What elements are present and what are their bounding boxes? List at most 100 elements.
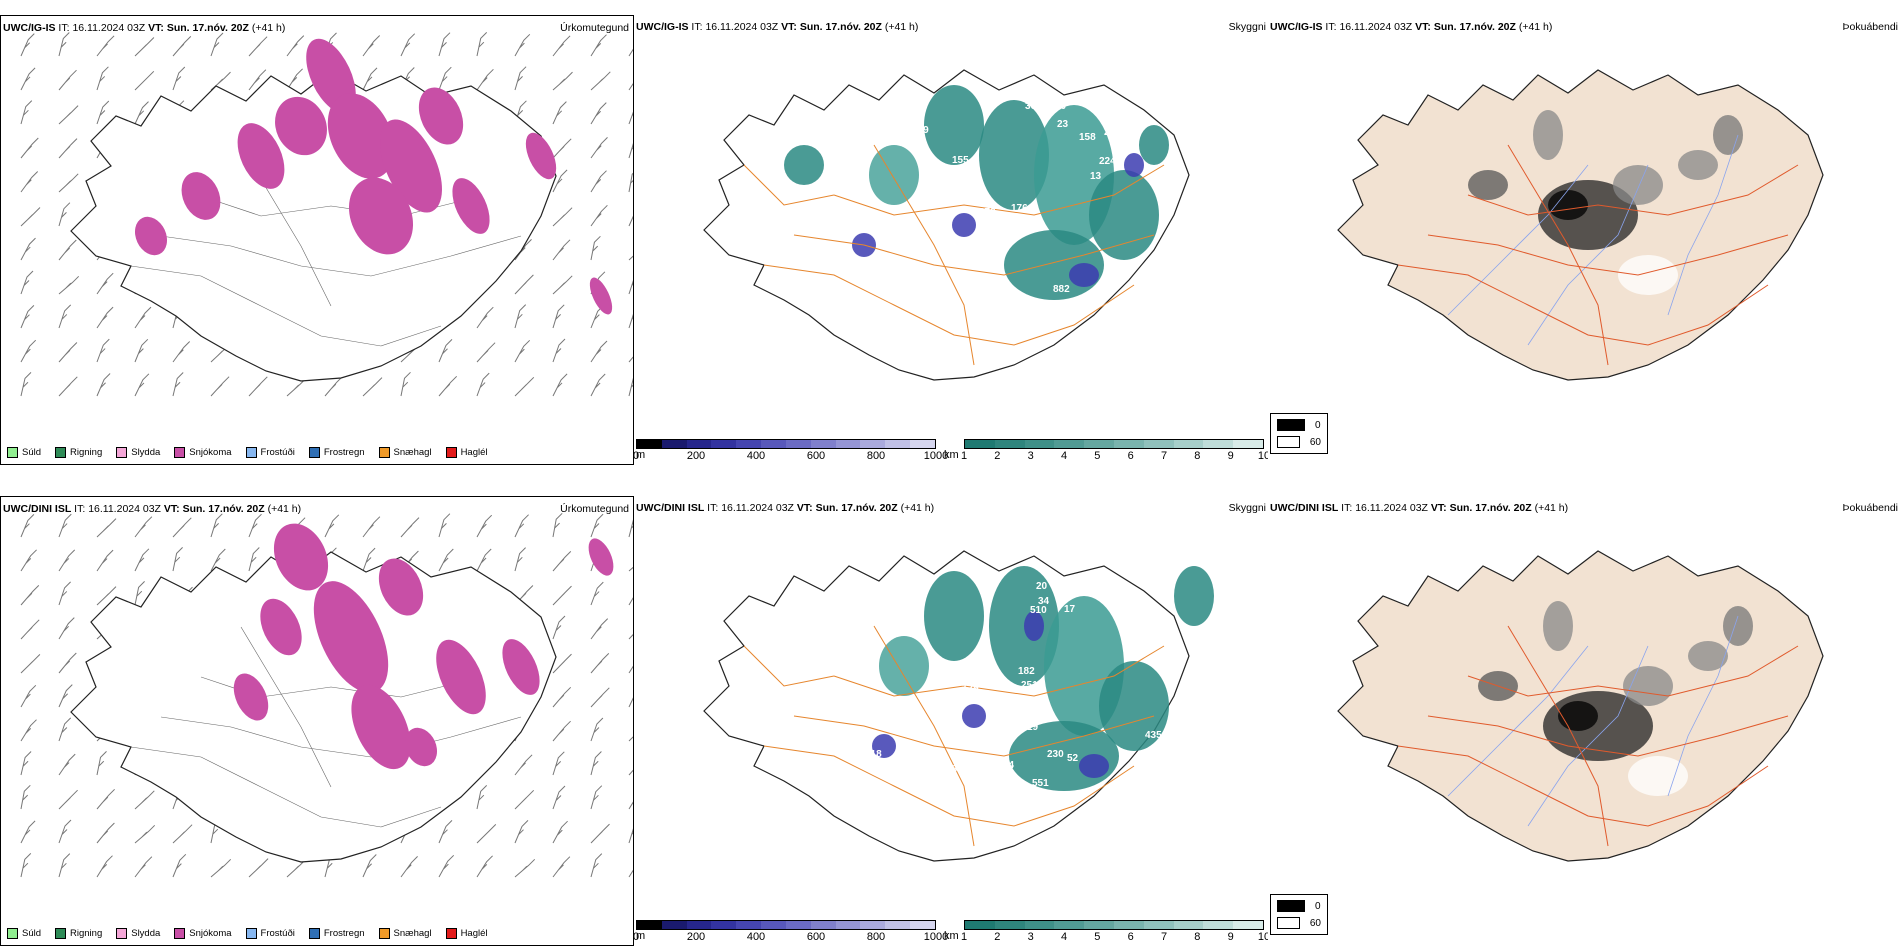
legend-label: Snjókoma: [189, 928, 232, 939]
wind-barb: [628, 215, 633, 227]
wind-barb: [172, 36, 192, 57]
colorbar-tick: 6: [1127, 931, 1134, 943]
legend-swatch: [7, 447, 18, 458]
cloud-base-label: 230: [1047, 749, 1064, 760]
wind-barb: [552, 207, 573, 227]
wind-barb: [286, 68, 303, 91]
colorbar-cell: [785, 440, 811, 448]
legend-swatch: [7, 928, 18, 939]
wind-barb: [476, 824, 497, 844]
wind-barb: [134, 338, 149, 363]
legend-item: Súld: [7, 447, 41, 458]
snow-area: [260, 598, 302, 656]
wind-barb: [514, 514, 529, 538]
wind-barb: [362, 854, 377, 878]
wind-barb: [134, 37, 155, 57]
cloud-base-label: 589: [1107, 261, 1124, 272]
wind-barb: [628, 280, 633, 295]
cloud-base-label: 39: [837, 143, 849, 154]
cloud-base-colorbar: 0 200 400 600 800 1000 m: [634, 920, 948, 944]
wind-barb: [58, 173, 79, 193]
wind-barb: [362, 377, 383, 397]
cloud-fields: [872, 566, 1214, 791]
precip-legend: Súld Rigning Slydda Snjókoma Frostúði Frostre…: [7, 447, 488, 458]
legend-label: Frostúði: [260, 928, 295, 939]
wind-barb: [20, 33, 35, 57]
fog-area: [1543, 601, 1573, 651]
wind-barb: [514, 820, 529, 844]
wind-barb: [552, 138, 572, 159]
snow-areas: [233, 523, 614, 770]
legend-label: Slydda: [131, 447, 161, 458]
panel-header: UWC/IG-IS IT: 16.11.2024 03Z VT: Sun. 17…: [1270, 21, 1553, 33]
snow-area: [589, 277, 613, 315]
colorbar-tick: 5: [1094, 450, 1101, 462]
snow-area: [275, 96, 327, 156]
wind-barb: [20, 684, 37, 708]
wind-barb: [628, 828, 633, 844]
wind-barb: [134, 373, 150, 397]
wind-barb: [96, 100, 110, 125]
legend-item: Haglél: [445, 928, 488, 939]
colorbar-cell: [835, 921, 861, 929]
colorbar-tick: 9: [1227, 450, 1234, 462]
cloud-area: [1174, 566, 1214, 626]
wind-barb: [476, 855, 493, 878]
wind-barb: [96, 855, 113, 878]
fog-area: [1678, 150, 1718, 180]
legend-item: Haglél: [445, 447, 488, 458]
wind-barb: [210, 513, 223, 538]
cloud-base-label: 155: [952, 155, 969, 166]
colorbar-tick: 400: [746, 450, 766, 462]
wind-barb: [590, 823, 610, 844]
wind-barb: [20, 820, 36, 844]
panel-title: Úrkomutegund: [560, 22, 629, 34]
cloud-base-label: 176: [1011, 203, 1028, 214]
legend-item: Snæhagl: [378, 447, 432, 458]
cloud-area: [924, 85, 984, 165]
colorbar-tick: 1000: [923, 450, 949, 462]
wind-barb: [476, 32, 488, 57]
cloud-base-label: 182: [1018, 666, 1035, 677]
wind-barb: [476, 306, 494, 329]
wind-barb: [58, 581, 71, 606]
legend-swatch: [308, 447, 320, 458]
fog-area: [1468, 170, 1508, 200]
wind-barb: [590, 717, 604, 742]
wind-barb: [552, 169, 568, 193]
colorbar-cell: [1054, 440, 1085, 448]
snow-area: [404, 727, 438, 767]
wind-barb: [552, 101, 567, 125]
legend-item: Slydda: [116, 447, 160, 458]
wind-barb: [438, 854, 455, 878]
cloud-base-label: 16: [946, 764, 958, 775]
wind-barb: [20, 751, 32, 776]
legend-label: Slydda: [131, 928, 161, 939]
colorbar-cell: [711, 440, 737, 448]
fog-area: [1688, 641, 1728, 671]
legend-swatch: [245, 447, 257, 458]
legend-label: Súld: [22, 447, 42, 458]
wind-barb: [58, 617, 75, 640]
fog-map: [1337, 69, 1824, 381]
wind-barb: [362, 516, 381, 538]
fog-area: [1548, 190, 1588, 220]
snow-area: [588, 538, 614, 576]
snow-area: [134, 216, 168, 256]
legend-label: Snæhagl: [393, 928, 432, 939]
colorbar-cell: [1203, 440, 1234, 448]
fog-legend-label: 60: [1309, 917, 1321, 929]
legend-swatch: [55, 447, 67, 458]
road-network: [743, 144, 1165, 366]
fog-legend-label: 0: [1315, 900, 1321, 912]
cloud-base-label: 318: [865, 749, 882, 760]
fog-area: [1613, 165, 1663, 205]
wind-barb: [58, 789, 78, 810]
wind-barb: [58, 853, 71, 878]
fog-area: [1723, 606, 1753, 646]
cloud-area: [872, 734, 896, 758]
cloud-base-label: 157: [899, 603, 916, 614]
wind-barb: [210, 376, 230, 397]
snow-area: [502, 639, 540, 695]
legend-label: Haglél: [460, 447, 488, 458]
